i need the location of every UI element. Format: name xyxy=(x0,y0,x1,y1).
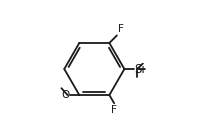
Text: F: F xyxy=(118,24,123,34)
Text: Si: Si xyxy=(135,63,145,75)
Text: O: O xyxy=(61,90,70,100)
Text: F: F xyxy=(111,105,117,115)
